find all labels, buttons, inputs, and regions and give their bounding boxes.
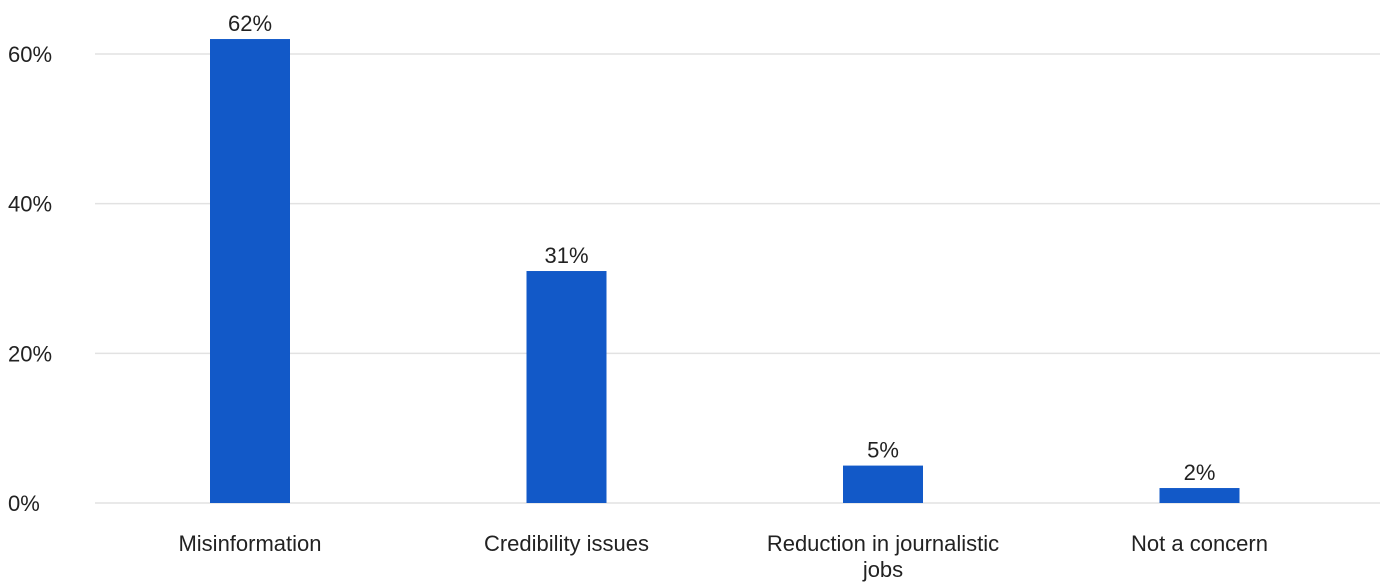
bars (210, 39, 1240, 504)
data-label-3: 2% (1184, 460, 1216, 485)
x-axis-ticks: Misinformation Credibility issues Reductio… (178, 531, 1268, 582)
data-labels: 62% 31% 5% 2% (228, 11, 1215, 485)
y-tick-label-20: 20% (8, 341, 52, 366)
x-tick-label-3: Not a concern (1131, 531, 1268, 556)
bar-3 (1159, 488, 1240, 503)
data-label-2: 5% (867, 438, 899, 463)
data-label-1: 31% (544, 243, 588, 268)
y-tick-label-40: 40% (8, 192, 52, 217)
y-tick-label-0: 0% (8, 491, 40, 516)
y-axis-ticks: 0% 20% 40% 60% (8, 42, 52, 516)
bar-2 (843, 465, 923, 503)
data-label-0: 62% (228, 11, 272, 36)
x-tick-label-0: Misinformation (178, 531, 321, 556)
x-tick-label-2: Reduction in journalistic jobs (767, 531, 999, 582)
x-tick-label-line: Not a concern (1131, 531, 1268, 556)
y-tick-label-60: 60% (8, 42, 52, 67)
x-tick-label-line: Misinformation (178, 531, 321, 556)
x-tick-label-line: jobs (862, 557, 903, 582)
x-tick-label-line: Reduction in journalistic (767, 531, 999, 556)
x-tick-label-line: Credibility issues (484, 531, 649, 556)
x-tick-label-1: Credibility issues (484, 531, 649, 556)
bar-0 (210, 39, 290, 504)
bar-1 (526, 271, 607, 503)
